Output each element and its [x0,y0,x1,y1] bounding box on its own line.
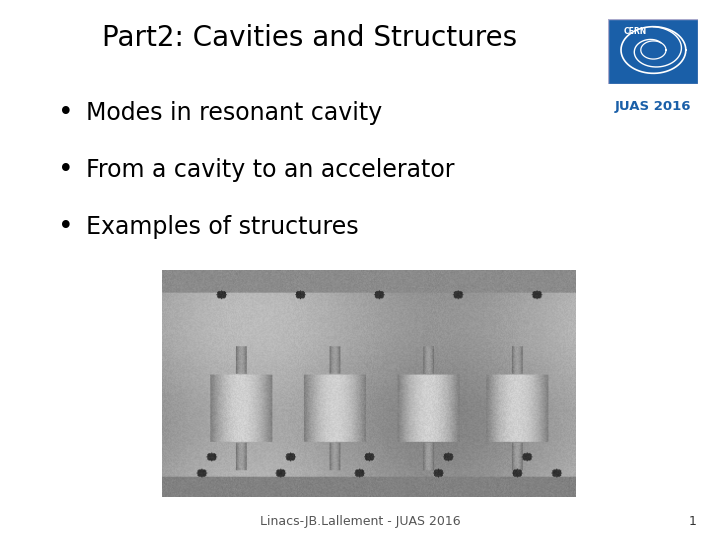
Text: Examples of structures: Examples of structures [86,215,359,239]
Text: •: • [58,100,73,126]
Text: Modes in resonant cavity: Modes in resonant cavity [86,102,382,125]
Text: From a cavity to an accelerator: From a cavity to an accelerator [86,158,455,182]
Text: Linacs-JB.Lallement - JUAS 2016: Linacs-JB.Lallement - JUAS 2016 [260,515,460,528]
Text: Part2: Cavities and Structures: Part2: Cavities and Structures [102,24,517,52]
Text: JUAS 2016: JUAS 2016 [615,100,692,113]
Text: 1: 1 [688,515,696,528]
Text: CERN: CERN [624,28,647,36]
Text: •: • [58,157,73,183]
Text: •: • [58,214,73,240]
